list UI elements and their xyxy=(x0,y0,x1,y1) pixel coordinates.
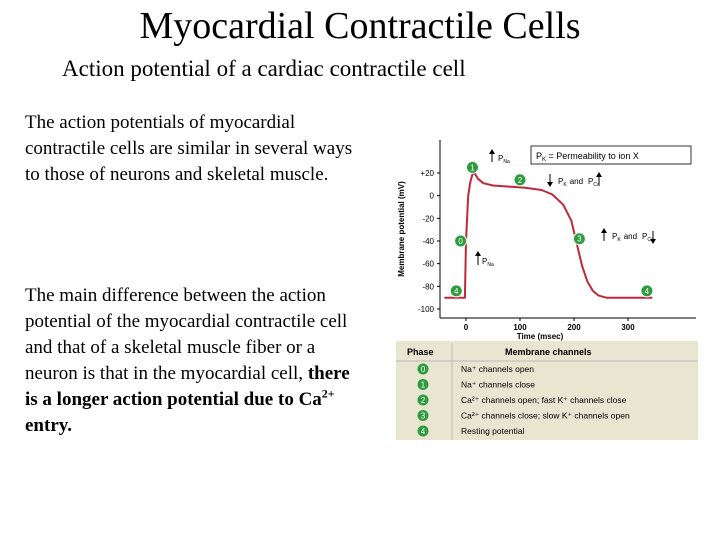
paragraph-bold-sup: 2+ xyxy=(321,386,335,401)
y-tick-label: -20 xyxy=(422,214,434,223)
arrowhead-up-icon xyxy=(489,149,495,154)
phase-table: Phase Membrane channels 0 Na⁺ channels op… xyxy=(396,343,698,440)
y-tick-label: -60 xyxy=(422,260,434,269)
phase-marker-1 xyxy=(465,160,479,174)
phase-marker-4 xyxy=(640,284,654,298)
arrowhead-down-icon xyxy=(547,182,553,187)
legend-frame xyxy=(530,145,692,165)
phase-marker-4 xyxy=(449,284,463,298)
table-phase-marker xyxy=(417,363,429,375)
table-phase-number: 2 xyxy=(421,396,426,405)
table-phase-marker xyxy=(417,425,429,437)
x-tick-label: 100 xyxy=(513,323,527,332)
y-tick-label: +20 xyxy=(420,169,434,178)
figure-background xyxy=(396,136,698,346)
legend-text: PK = Permeability to ion X xyxy=(536,151,639,163)
paragraph-bold: there is a longer action potential due t… xyxy=(25,363,350,436)
phase-marker-label: 2 xyxy=(518,176,523,185)
table-phase-number: 0 xyxy=(421,365,426,374)
table-background xyxy=(396,341,698,440)
paragraph-main-difference: The main difference between the action p… xyxy=(25,283,360,439)
table-row-text: Ca²⁺ channels close; slow K⁺ channels op… xyxy=(461,411,630,421)
arrowhead-up-icon xyxy=(475,251,481,256)
plot-layer: +20 0 -20 -40 -60 -80 -100 0 100 200 300 Time (msec… xyxy=(397,140,696,341)
table-phase-number: 4 xyxy=(421,427,426,436)
arrowhead-up-icon xyxy=(596,172,602,177)
table-phase-number: 1 xyxy=(421,381,426,390)
phase-marker-3 xyxy=(572,232,586,246)
legend-box: PK = Permeability to ion X xyxy=(530,145,692,165)
y-axis-label: Membrane potential (mV) xyxy=(397,181,406,277)
table-header-phase: Phase xyxy=(407,347,434,357)
phase-marker-2 xyxy=(513,173,527,187)
action-potential-curve xyxy=(444,172,653,299)
pna-label-top: PNa xyxy=(498,154,510,165)
table-row-text: Na⁺ channels open xyxy=(461,364,534,374)
table-phase-number: 3 xyxy=(421,412,426,421)
pk-pca-label-3: PK and PCa xyxy=(612,232,654,243)
y-tick-label: -40 xyxy=(422,237,434,246)
x-tick-label: 200 xyxy=(567,323,581,332)
table-row-text: Ca²⁺ channels open; fast K⁺ channels clo… xyxy=(461,395,627,405)
x-axis-label: Time (msec) xyxy=(517,332,564,341)
phase-marker-label: 4 xyxy=(645,287,650,296)
y-tick-label: 0 xyxy=(430,192,435,201)
phase-marker-0 xyxy=(454,234,468,248)
slide-subtitle: Action potential of a cardiac contractil… xyxy=(62,56,466,81)
arrowhead-up-icon xyxy=(601,228,607,233)
y-tick-label: -80 xyxy=(422,282,434,291)
table-phase-marker xyxy=(417,379,429,390)
table-row-text: Na⁺ channels close xyxy=(461,380,535,390)
x-tick-label: 300 xyxy=(621,323,635,332)
phase-marker-label: 4 xyxy=(454,287,459,296)
table-rows: 0 Na⁺ channels open 1 Na⁺ channels close 2 Ca… xyxy=(417,363,630,437)
x-tick-label: 0 xyxy=(464,323,469,332)
paragraph-intro: The action potentials of myocardial cont… xyxy=(25,112,353,185)
paragraph-plain: The main difference between the action p… xyxy=(25,285,348,384)
permeability-labels: PNa PK and PCa PK and PCa PNa xyxy=(475,149,656,268)
y-tick-label: -100 xyxy=(418,305,435,314)
table-phase-marker xyxy=(417,410,429,421)
arrowhead-down-icon xyxy=(650,239,656,244)
phase-marker-label: 3 xyxy=(577,235,582,244)
table-row-text: Resting potential xyxy=(461,426,524,436)
phase-marker-label: 0 xyxy=(458,237,463,246)
table-header-channels: Membrane channels xyxy=(505,347,592,357)
paragraph-bold-end: entry. xyxy=(25,415,72,436)
paragraph-bold-text: there is a longer action potential due t… xyxy=(25,363,350,410)
table-phase-marker xyxy=(417,394,429,406)
slide-title: Myocardial Contractile Cells xyxy=(139,5,581,47)
pk-pca-label-top: PK and PCa xyxy=(558,177,600,188)
phase-marker-label: 1 xyxy=(470,163,475,172)
pna-label-0: PNa xyxy=(482,257,494,268)
